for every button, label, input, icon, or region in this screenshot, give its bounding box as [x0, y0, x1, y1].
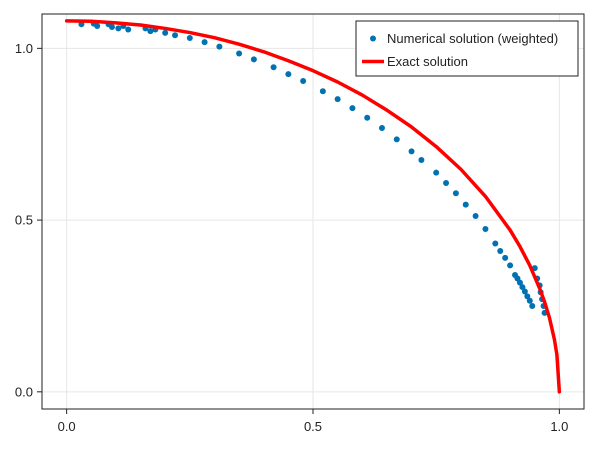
plot-area: [64, 19, 562, 394]
x-tick-label: 0.5: [304, 419, 322, 434]
x-tick-label: 1.0: [550, 419, 568, 434]
numerical-solution-point: [216, 43, 223, 50]
numerical-solution-point: [250, 56, 257, 63]
legend-label-numerical: Numerical solution (weighted): [387, 31, 558, 46]
numerical-solution-point: [524, 293, 531, 300]
numerical-solution-point: [162, 29, 169, 36]
numerical-solution-point: [433, 169, 440, 176]
numerical-solution-point: [364, 114, 371, 121]
legend-box: [355, 20, 579, 77]
numerical-solution-point: [452, 190, 459, 197]
numerical-solution-point: [172, 32, 179, 39]
numerical-solution-point: [300, 77, 307, 84]
y-tick-label: 0.5: [15, 213, 33, 228]
numerical-solution-point: [108, 24, 115, 31]
numerical-solution-point: [507, 262, 514, 269]
y-tick-label: 1.0: [15, 41, 33, 56]
numerical-solution-point: [519, 284, 526, 291]
numerical-solution-point: [492, 240, 499, 247]
numerical-solution-point: [319, 88, 326, 95]
numerical-solution-point: [529, 302, 536, 309]
numerical-solution-point: [408, 148, 415, 155]
numerical-solution-point: [349, 105, 356, 112]
numerical-solution-point: [201, 39, 208, 46]
numerical-solution-point: [516, 279, 523, 286]
plot-frame: [41, 13, 585, 410]
numerical-solution-point: [482, 226, 489, 233]
y-tick-label: 0.0: [15, 384, 33, 399]
numerical-solution-point: [502, 254, 509, 261]
numerical-solution-point: [472, 212, 479, 219]
numerical-solution-point: [393, 136, 400, 143]
numerical-solution-point: [418, 156, 425, 163]
numerical-solution-point: [125, 26, 132, 33]
legend-label-exact: Exact solution: [387, 54, 468, 69]
numerical-solution-point: [186, 35, 193, 42]
x-tick-label: 0.0: [58, 419, 76, 434]
numerical-solution-point: [497, 248, 504, 254]
legend: Numerical solution (weighted) Exact solu…: [355, 20, 579, 77]
numerical-solution-point: [462, 201, 469, 208]
axis-ticks: 0.0 0.5 1.0 0.0 0.5 1.0: [15, 41, 568, 434]
exact-solution-line: [64, 19, 562, 394]
numerical-solution-point: [378, 125, 385, 132]
numerical-solution-point: [115, 25, 122, 32]
legend-scatter-marker: [370, 35, 376, 42]
numerical-solution-point: [285, 71, 292, 78]
numerical-solution-point: [334, 96, 341, 103]
numerical-solution-point: [521, 288, 528, 295]
numerical-solution-point: [236, 50, 243, 57]
numerical-solution-point: [526, 297, 533, 304]
numerical-solution-point: [147, 28, 154, 35]
numerical-solution-point: [94, 23, 101, 30]
numerical-solution-point: [270, 64, 277, 71]
numerical-solution-point: [443, 179, 450, 186]
